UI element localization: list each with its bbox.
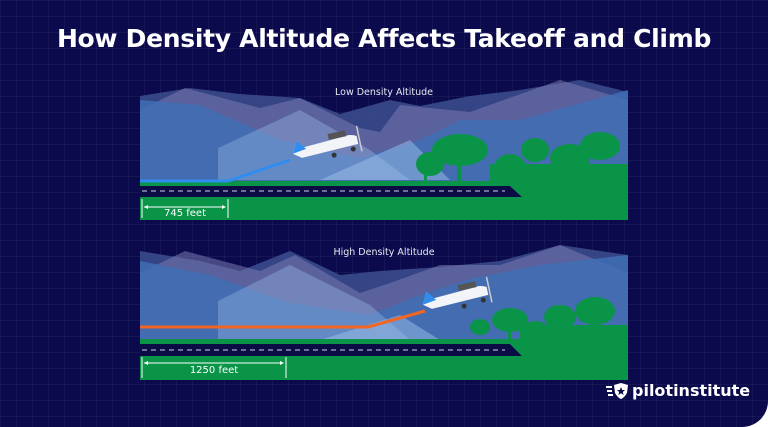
takeoff-path [140,309,426,329]
trees [416,132,628,184]
high-density-panel: High Density Altitude 1250 feet [140,245,628,380]
takeoff-distance: 745 feet [163,208,206,219]
takeoff-distance: 1250 feet [189,365,239,376]
shield-star-wings-icon [606,382,628,399]
ground-strip [140,339,628,344]
panel-label: High Density Altitude [333,247,435,258]
mountain-light [320,315,440,340]
low-density-scene [140,80,628,220]
airplane-icon [292,125,363,158]
panel-label: Low Density Altitude [335,87,433,98]
arrowhead [144,361,148,365]
mountain-light [320,140,450,180]
arrowhead [144,205,148,209]
airplane-icon [422,276,493,309]
arrowhead [222,205,226,209]
ground [140,186,628,220]
mountain-light [218,265,410,340]
ground [140,344,628,380]
ground-strip [140,181,628,186]
page-title: How Density Altitude Affects Takeoff and… [56,24,712,53]
high-density-scene [140,245,628,380]
arrowhead [280,361,284,365]
takeoff-path [140,158,291,183]
brand-logo: pilotinstitute [606,381,750,400]
brand-name: pilotinstitute [632,381,751,400]
low-density-panel: Low Density Altitude 745 feet [140,80,628,220]
